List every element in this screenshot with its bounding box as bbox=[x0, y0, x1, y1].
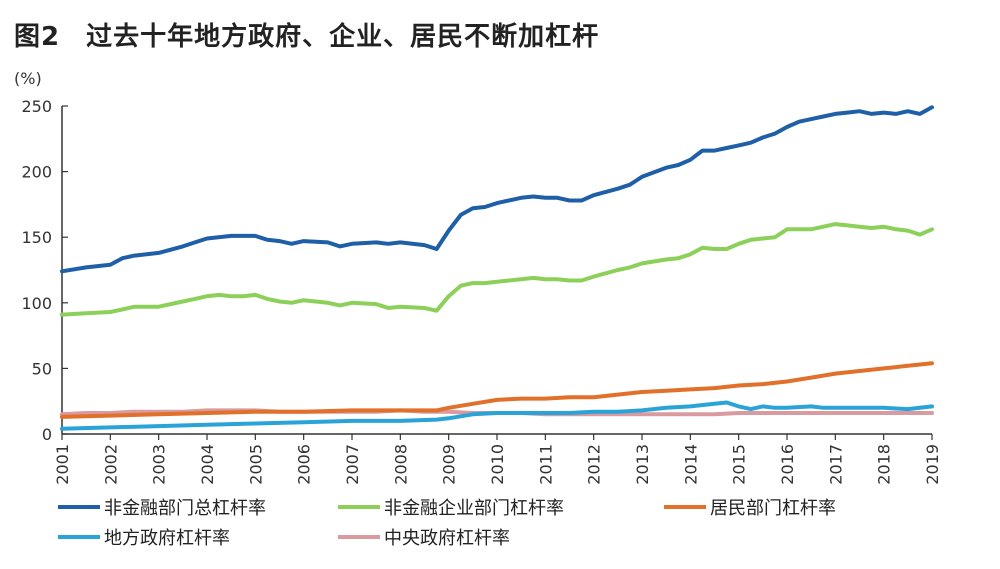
x-tick-label: 2008 bbox=[391, 444, 410, 485]
legend-label: 非金融部门总杠杆率 bbox=[104, 498, 266, 519]
series-line bbox=[60, 400, 934, 431]
x-tick-label: 2006 bbox=[295, 444, 314, 485]
series-line bbox=[60, 222, 934, 317]
legend-label: 中央政府杠杆率 bbox=[384, 528, 510, 549]
y-tick-label: 150 bbox=[21, 228, 52, 247]
figure-title-text: 过去十年地方政府、企业、居民不断加杠杆 bbox=[86, 22, 600, 52]
y-tick-label: 0 bbox=[42, 425, 52, 444]
x-tick-label: 2018 bbox=[875, 444, 894, 485]
x-tick-label: 2005 bbox=[246, 444, 265, 485]
figure-title: 图2 过去十年地方政府、企业、居民不断加杠杆 bbox=[14, 16, 599, 53]
x-tick-label: 2002 bbox=[101, 444, 120, 485]
axes: 0 50 100 150 200 250 2001 2002 2003 2004 2005 2006 2… bbox=[21, 97, 942, 485]
x-tick-label: 2015 bbox=[730, 444, 749, 485]
y-tick-label: 250 bbox=[21, 97, 52, 116]
x-tick-label: 2019 bbox=[923, 444, 942, 485]
x-tick-label: 2016 bbox=[778, 444, 797, 485]
x-tick-label: 2010 bbox=[488, 444, 507, 485]
x-tick-label: 2012 bbox=[585, 444, 604, 485]
x-tick-label: 2017 bbox=[826, 444, 845, 485]
x-tick-label: 2004 bbox=[198, 444, 217, 485]
series-line bbox=[60, 361, 934, 419]
figure-number: 图2 bbox=[14, 22, 61, 52]
y-axis-unit-label: (%) bbox=[14, 69, 42, 88]
y-tick-label: 50 bbox=[32, 359, 52, 378]
legend-label: 非金融企业部门杠杆率 bbox=[384, 498, 564, 519]
x-tick-label: 2007 bbox=[343, 444, 362, 485]
x-tick-label: 2001 bbox=[53, 444, 72, 485]
series-line bbox=[60, 105, 934, 274]
x-tick-label: 2003 bbox=[150, 444, 169, 485]
y-tick-label: 200 bbox=[21, 163, 52, 182]
x-tick-label: 2013 bbox=[633, 444, 652, 485]
x-tick-label: 2009 bbox=[440, 444, 459, 485]
x-tick-label: 2014 bbox=[681, 444, 700, 485]
series-lines bbox=[60, 105, 934, 431]
legend-label: 地方政府杠杆率 bbox=[104, 528, 230, 549]
y-tick-label: 100 bbox=[21, 294, 52, 313]
x-tick-label: 2011 bbox=[536, 444, 555, 485]
legend-label: 居民部门杠杆率 bbox=[710, 498, 836, 519]
